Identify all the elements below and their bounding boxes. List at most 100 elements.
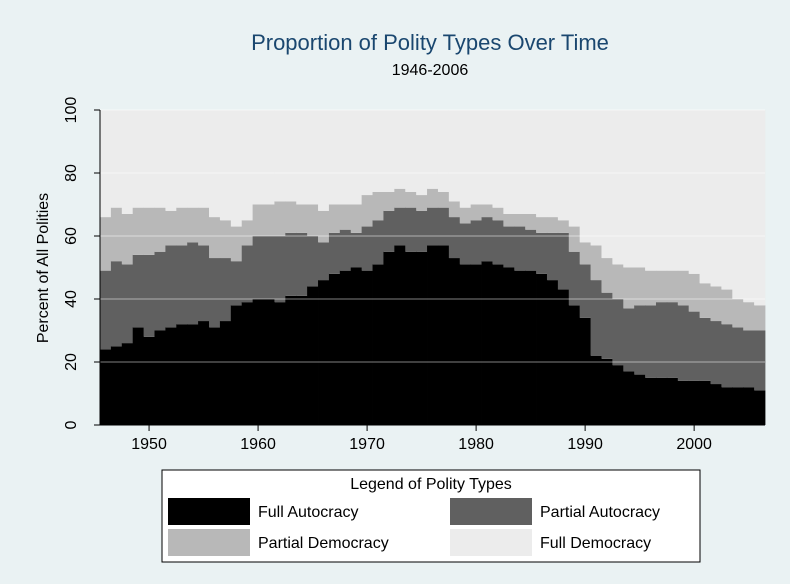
area-step — [655, 377, 668, 425]
area-step — [677, 270, 690, 306]
area-step — [110, 207, 123, 262]
area-step — [481, 261, 493, 425]
area-step — [481, 110, 493, 205]
area-step — [503, 110, 515, 214]
area-step — [601, 110, 613, 259]
area-step — [536, 217, 548, 233]
legend-box — [161, 469, 701, 563]
area-step — [568, 251, 581, 306]
area-step — [241, 245, 254, 303]
area-step — [383, 191, 395, 211]
area-step — [100, 270, 112, 350]
area-step — [732, 327, 744, 388]
area-step — [230, 226, 243, 262]
area-step — [230, 261, 243, 306]
area-step — [230, 305, 243, 425]
y-tick-label: 20 — [63, 353, 80, 371]
area-step — [198, 110, 210, 208]
area-step — [110, 261, 123, 347]
area-step — [655, 270, 668, 303]
area-step — [525, 270, 537, 425]
area-step — [296, 204, 308, 233]
area-step — [557, 220, 570, 233]
area-step — [721, 289, 733, 325]
area-step — [154, 330, 166, 425]
area-step — [274, 201, 286, 236]
area-step — [557, 232, 570, 290]
area-step — [328, 273, 341, 425]
area-step — [416, 210, 428, 252]
area-step — [546, 217, 559, 233]
area-step — [274, 110, 286, 202]
area-step — [688, 273, 700, 312]
area-step — [677, 305, 690, 381]
area-step — [405, 251, 417, 425]
area-step — [263, 204, 275, 236]
area-step — [328, 232, 341, 274]
area-step — [634, 267, 646, 306]
area-step — [666, 270, 679, 303]
area-step — [459, 110, 472, 208]
area-step — [110, 110, 123, 208]
area-step — [666, 377, 679, 425]
area-step — [623, 110, 635, 268]
area-step — [590, 245, 602, 281]
area-step — [165, 110, 177, 211]
area-step — [318, 280, 330, 425]
y-tick-label: 40 — [63, 290, 80, 308]
area-step — [721, 324, 733, 388]
area-step — [579, 110, 591, 243]
area-step — [754, 110, 766, 306]
area-step — [623, 371, 635, 425]
area-step — [339, 270, 352, 425]
area-step — [536, 110, 548, 218]
area-step — [514, 213, 526, 227]
area-step — [285, 232, 297, 296]
area-step — [557, 110, 570, 221]
area-step — [470, 220, 482, 265]
area-step — [121, 343, 134, 425]
area-step — [612, 365, 624, 425]
area-step — [252, 204, 264, 236]
area-step — [481, 217, 493, 262]
area-step — [492, 264, 504, 425]
area-step — [296, 232, 308, 296]
area-step — [754, 305, 766, 331]
area-step — [372, 110, 384, 192]
area-step — [568, 226, 581, 252]
area-step — [285, 201, 297, 233]
chart-title: Proportion of Polity Types Over Time — [251, 30, 609, 55]
area-step — [590, 280, 602, 356]
area-step — [459, 264, 472, 425]
area-step — [448, 201, 461, 218]
legend-label: Partial Autocracy — [540, 504, 660, 521]
area-step — [666, 302, 679, 378]
area-step — [187, 110, 199, 208]
area-step — [655, 302, 668, 378]
area-step — [677, 110, 690, 271]
area-step — [743, 387, 755, 425]
area-step — [645, 305, 657, 378]
area-step — [557, 289, 570, 425]
area-step — [634, 110, 646, 268]
area-step — [590, 110, 602, 246]
area-step — [394, 207, 406, 246]
area-step — [143, 254, 155, 337]
area-step — [154, 251, 166, 331]
area-step — [350, 110, 363, 205]
area-step — [143, 110, 155, 208]
area-step — [252, 110, 264, 205]
area-step — [525, 213, 537, 230]
area-step — [394, 110, 406, 189]
area-step — [296, 295, 308, 425]
area-step — [492, 207, 504, 221]
area-step — [688, 110, 700, 274]
area-step — [427, 245, 439, 425]
area-step — [470, 110, 482, 205]
area-step — [503, 213, 515, 227]
legend-swatch — [450, 529, 532, 556]
area-step — [416, 195, 428, 211]
area-step — [285, 295, 297, 425]
area-step — [285, 110, 297, 202]
